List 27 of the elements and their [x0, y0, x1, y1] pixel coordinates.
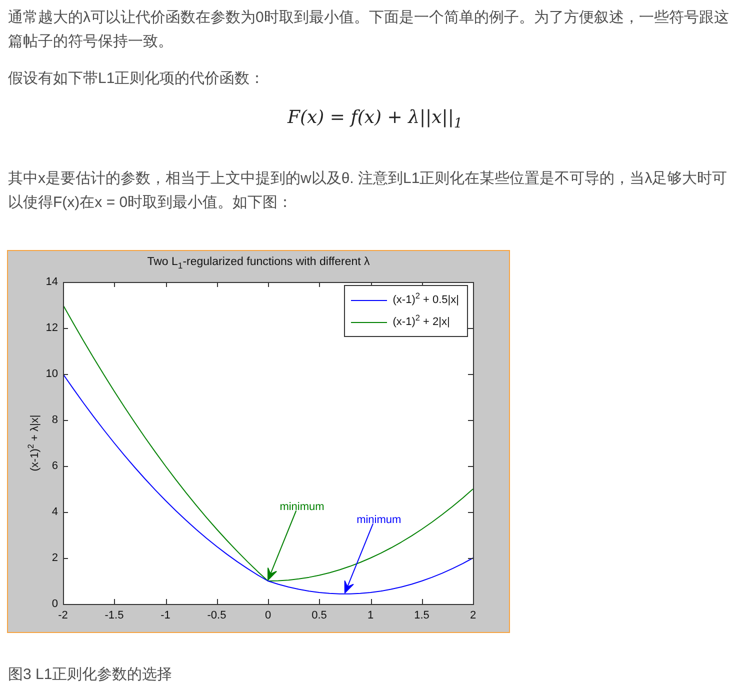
annotation: minimum	[280, 501, 324, 514]
x-tick-label: -1	[160, 610, 170, 622]
y-tick-label: 8	[52, 414, 58, 426]
y-tick-label: 12	[46, 322, 58, 334]
y-tick-label: 14	[46, 276, 58, 288]
x-tick-label: 0.5	[312, 610, 327, 622]
text: 假设有如下带L1正则化项的代价函数：	[8, 69, 266, 89]
y-tick-label: 10	[46, 368, 58, 380]
text: F(x) = f(x) + λ||x||$_{1}$	[286, 106, 464, 132]
legend-label: (x-1)$^{2}$ + 2|x|	[392, 313, 450, 328]
y-tick-label: 2	[52, 552, 58, 564]
x-tick-label: -2	[58, 610, 68, 622]
legend-label: (x-1)$^{2}$ + 0.5|x|	[392, 291, 459, 306]
text: 其中x是要估计的参数，相当于上文中提到的w以及θ. 注意到L1正则化在某些位置是不可导的，当λ足够大时可以使得F(x)在x = 0时取到最小值。如下图：	[8, 169, 728, 213]
x-tick-label: 0	[264, 610, 272, 622]
x-tick-label: 2	[470, 610, 476, 622]
x-tick-label: -1.5	[104, 610, 124, 622]
text: 通常越大的λ可以让代价函数在参数为0时取到最小值。下面是一个简单的例子。为了方便叙述，一些符号跟这篇帖子的符号保持一致。	[8, 8, 730, 52]
x-tick-label: -0.5	[207, 610, 226, 622]
chart-title: Two L$_{1}$-regularized functions with different λ	[146, 256, 371, 270]
annotation: minimum	[356, 514, 402, 526]
y-tick-label: 6	[52, 460, 58, 472]
y-tick-label: 4	[52, 506, 58, 518]
y-tick-label: 0	[52, 598, 58, 610]
caption: 图3 L1正则化参数的选择	[8, 665, 172, 685]
x-tick-label: 1	[367, 610, 374, 622]
x-tick-label: 1.5	[414, 610, 430, 622]
